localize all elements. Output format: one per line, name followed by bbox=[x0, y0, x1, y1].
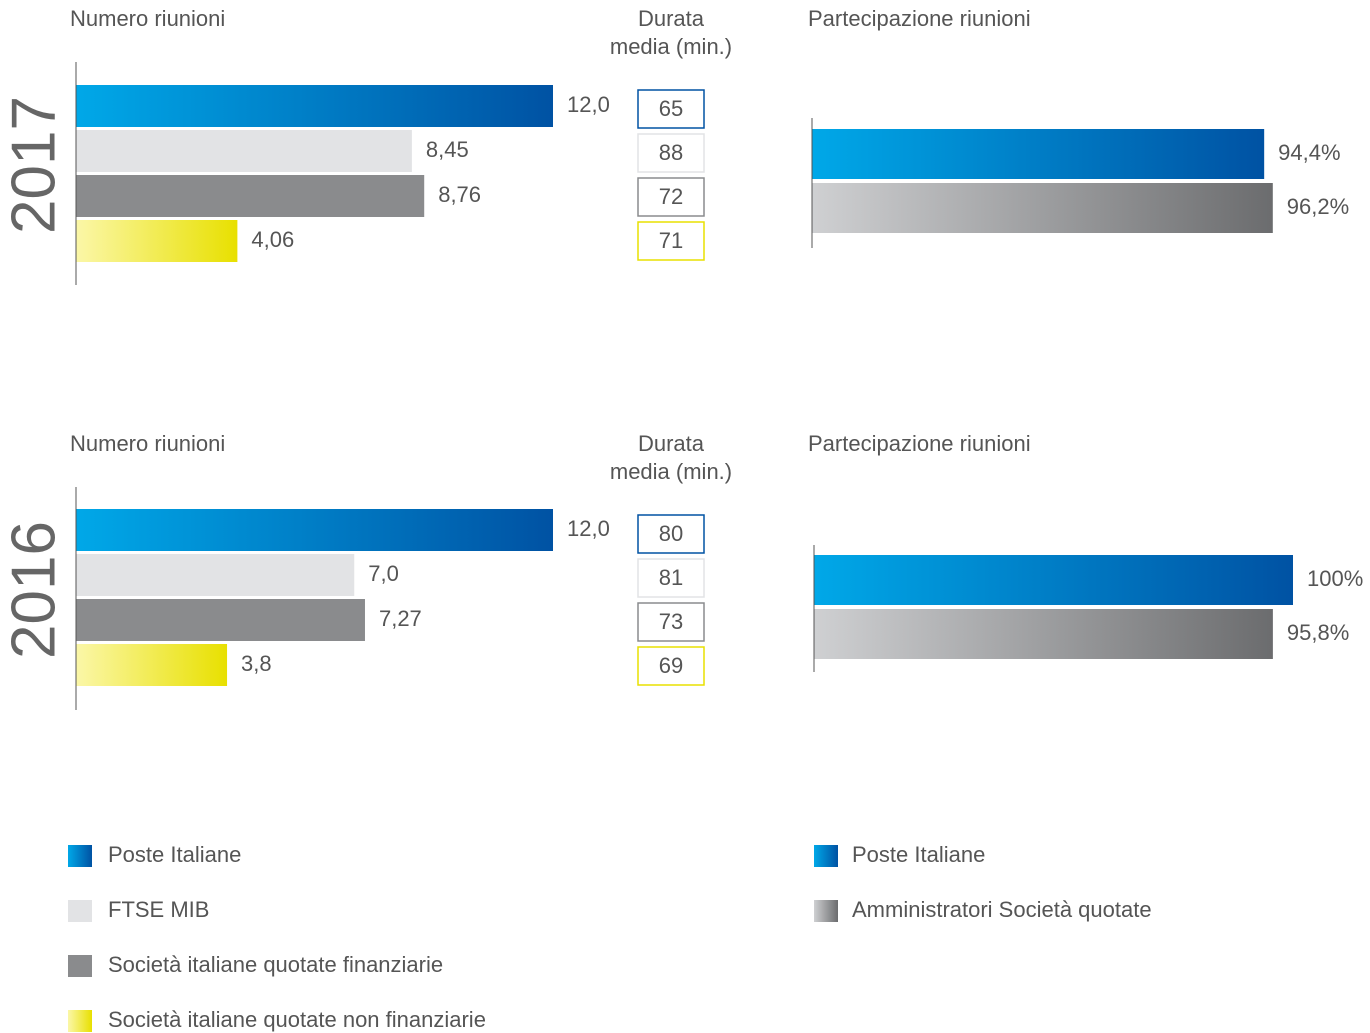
value-label: 4,06 bbox=[251, 227, 294, 252]
bar bbox=[812, 183, 1273, 233]
panel-title: Partecipazione riunioni bbox=[808, 6, 1031, 31]
year-label: 2016 bbox=[0, 521, 68, 659]
value-label: 12,0 bbox=[567, 516, 610, 541]
duration-box bbox=[637, 89, 705, 129]
bar bbox=[812, 129, 1265, 179]
duration-value: 72 bbox=[659, 184, 683, 209]
value-label: 12,0 bbox=[567, 92, 610, 117]
bar bbox=[76, 554, 355, 596]
bar bbox=[814, 609, 1273, 659]
bar bbox=[76, 220, 238, 262]
legend-swatch bbox=[68, 900, 92, 922]
duration-box bbox=[637, 514, 705, 554]
year-label: 2017 bbox=[0, 96, 68, 234]
value-label: 7,0 bbox=[368, 561, 399, 586]
value-label: 7,27 bbox=[379, 606, 422, 631]
panel-title: Partecipazione riunioni bbox=[808, 431, 1031, 456]
bar bbox=[76, 175, 425, 217]
value-label: 8,45 bbox=[426, 137, 469, 162]
table-title: Durata bbox=[638, 431, 705, 456]
legend-label: FTSE MIB bbox=[108, 897, 209, 922]
legend-label: Amministratori Società quotate bbox=[852, 897, 1152, 922]
bar bbox=[814, 555, 1293, 605]
duration-box bbox=[637, 133, 705, 173]
legend-swatch bbox=[68, 955, 92, 977]
duration-value: 73 bbox=[659, 609, 683, 634]
value-label: 8,76 bbox=[438, 182, 481, 207]
value-label: 96,2% bbox=[1287, 194, 1349, 219]
duration-box bbox=[637, 558, 705, 598]
duration-value: 80 bbox=[659, 521, 683, 546]
bar bbox=[76, 130, 412, 172]
bar bbox=[76, 599, 365, 641]
duration-value: 88 bbox=[659, 140, 683, 165]
legend-label: Società italiane quotate finanziarie bbox=[108, 952, 443, 977]
legend-label: Società italiane quotate non finanziarie bbox=[108, 1007, 486, 1032]
legend-label: Poste Italiane bbox=[108, 842, 241, 867]
bar bbox=[76, 85, 553, 127]
table-title: media (min.) bbox=[610, 34, 732, 59]
duration-box bbox=[637, 646, 705, 686]
bar bbox=[76, 644, 228, 686]
legend-swatch bbox=[814, 900, 838, 922]
bar bbox=[76, 509, 553, 551]
value-label: 100% bbox=[1307, 566, 1363, 591]
legend-swatch bbox=[814, 845, 838, 867]
value-label: 94,4% bbox=[1278, 140, 1340, 165]
duration-box bbox=[637, 221, 705, 261]
duration-value: 69 bbox=[659, 653, 683, 678]
duration-value: 81 bbox=[659, 565, 683, 590]
value-label: 95,8% bbox=[1287, 620, 1349, 645]
panel-title: Numero riunioni bbox=[70, 6, 225, 31]
duration-value: 65 bbox=[659, 96, 683, 121]
legend-swatch bbox=[68, 845, 92, 867]
table-title: Durata bbox=[638, 6, 705, 31]
value-label: 3,8 bbox=[241, 651, 272, 676]
table-title: media (min.) bbox=[610, 459, 732, 484]
panel-title: Numero riunioni bbox=[70, 431, 225, 456]
duration-value: 71 bbox=[659, 228, 683, 253]
legend-swatch bbox=[68, 1010, 92, 1032]
duration-box bbox=[637, 602, 705, 642]
duration-box bbox=[637, 177, 705, 217]
legend-label: Poste Italiane bbox=[852, 842, 985, 867]
